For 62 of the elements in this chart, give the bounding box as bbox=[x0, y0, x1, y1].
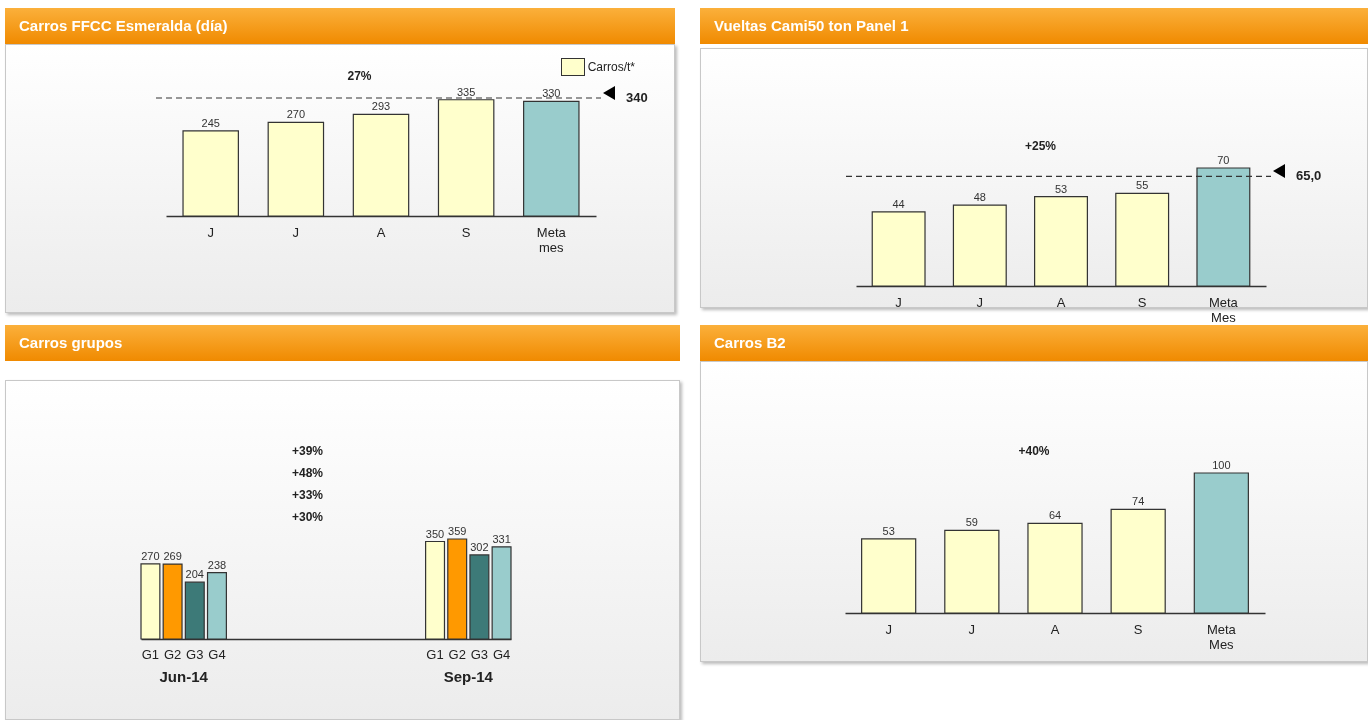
text: G2 bbox=[448, 647, 466, 662]
x-tick-label: J bbox=[885, 621, 892, 637]
chart-title: Carros FFCC Esmeralda (día) bbox=[5, 8, 675, 44]
data-label: 204 bbox=[185, 568, 204, 581]
x-tick-label: J bbox=[292, 224, 300, 240]
chart-title: Carros grupos bbox=[5, 325, 680, 361]
x-tick-label: S bbox=[1133, 621, 1143, 637]
chart-title: Carros B2 bbox=[700, 325, 1368, 361]
data-label: 64 bbox=[1048, 509, 1062, 522]
data-label: 270 bbox=[286, 108, 306, 121]
ref-line-label: 340 bbox=[626, 90, 648, 105]
data-label: 238 bbox=[207, 558, 227, 571]
x-tick-label: Meta Mes bbox=[1208, 294, 1239, 325]
data-label: 335 bbox=[456, 85, 476, 98]
data-label: 269 bbox=[163, 550, 182, 563]
data-label: 55 bbox=[1136, 179, 1149, 192]
data-label: 100 bbox=[1212, 459, 1231, 471]
data-label: 53 bbox=[1054, 182, 1068, 195]
text: G4 bbox=[492, 647, 511, 662]
x-tick-label: J bbox=[895, 294, 902, 310]
x-tick-label: Meta Mes bbox=[1206, 621, 1237, 652]
data-label: 293 bbox=[371, 100, 391, 113]
x-tick-label: A bbox=[1056, 294, 1066, 310]
ref-line-label: 65,0 bbox=[1296, 168, 1322, 184]
chart-title: Vueltas Cami50 ton Panel 1 bbox=[700, 8, 1368, 44]
series-label: G2 bbox=[163, 647, 182, 662]
data-label: 302 bbox=[470, 540, 489, 553]
x-tick-label: Jun-14 bbox=[159, 667, 209, 685]
x-tick-label: J bbox=[207, 224, 214, 240]
text: +33% bbox=[291, 488, 324, 502]
text: +48% bbox=[291, 466, 324, 480]
x-tick-label: A bbox=[1050, 621, 1060, 637]
x-tick-label: A bbox=[376, 224, 386, 240]
data-label: 70 bbox=[1217, 154, 1230, 166]
text: +40% bbox=[1018, 444, 1050, 458]
legend-label: Carros/t* bbox=[587, 60, 635, 74]
data-label: 331 bbox=[492, 532, 511, 545]
text: 27% bbox=[347, 69, 372, 83]
data-label: 53 bbox=[882, 524, 895, 537]
data-label: 48 bbox=[973, 191, 986, 204]
data-label: 350 bbox=[425, 527, 445, 540]
series-label: G4 bbox=[208, 647, 226, 662]
x-tick-label: Sep-14 bbox=[443, 667, 494, 685]
x-tick-label: Meta mes bbox=[536, 224, 567, 255]
text: G1 bbox=[426, 647, 444, 662]
text: +25% bbox=[1024, 139, 1057, 153]
data-label: 245 bbox=[201, 116, 220, 129]
x-tick-label: S bbox=[1137, 294, 1147, 310]
series-label: G3 bbox=[186, 647, 204, 662]
x-tick-label: J bbox=[976, 294, 984, 310]
x-tick-label: J bbox=[968, 621, 976, 637]
series-label: G1 bbox=[141, 647, 160, 662]
data-label: 270 bbox=[141, 549, 160, 562]
x-tick-label: S bbox=[461, 224, 471, 240]
text: G3 bbox=[470, 647, 489, 662]
text: +39% bbox=[291, 444, 324, 458]
data-label: 330 bbox=[542, 87, 561, 100]
data-label: 74 bbox=[1132, 495, 1145, 508]
data-label: 44 bbox=[892, 197, 905, 210]
data-label: 359 bbox=[448, 525, 467, 537]
data-label: 59 bbox=[965, 516, 978, 529]
text: +30% bbox=[291, 510, 324, 524]
